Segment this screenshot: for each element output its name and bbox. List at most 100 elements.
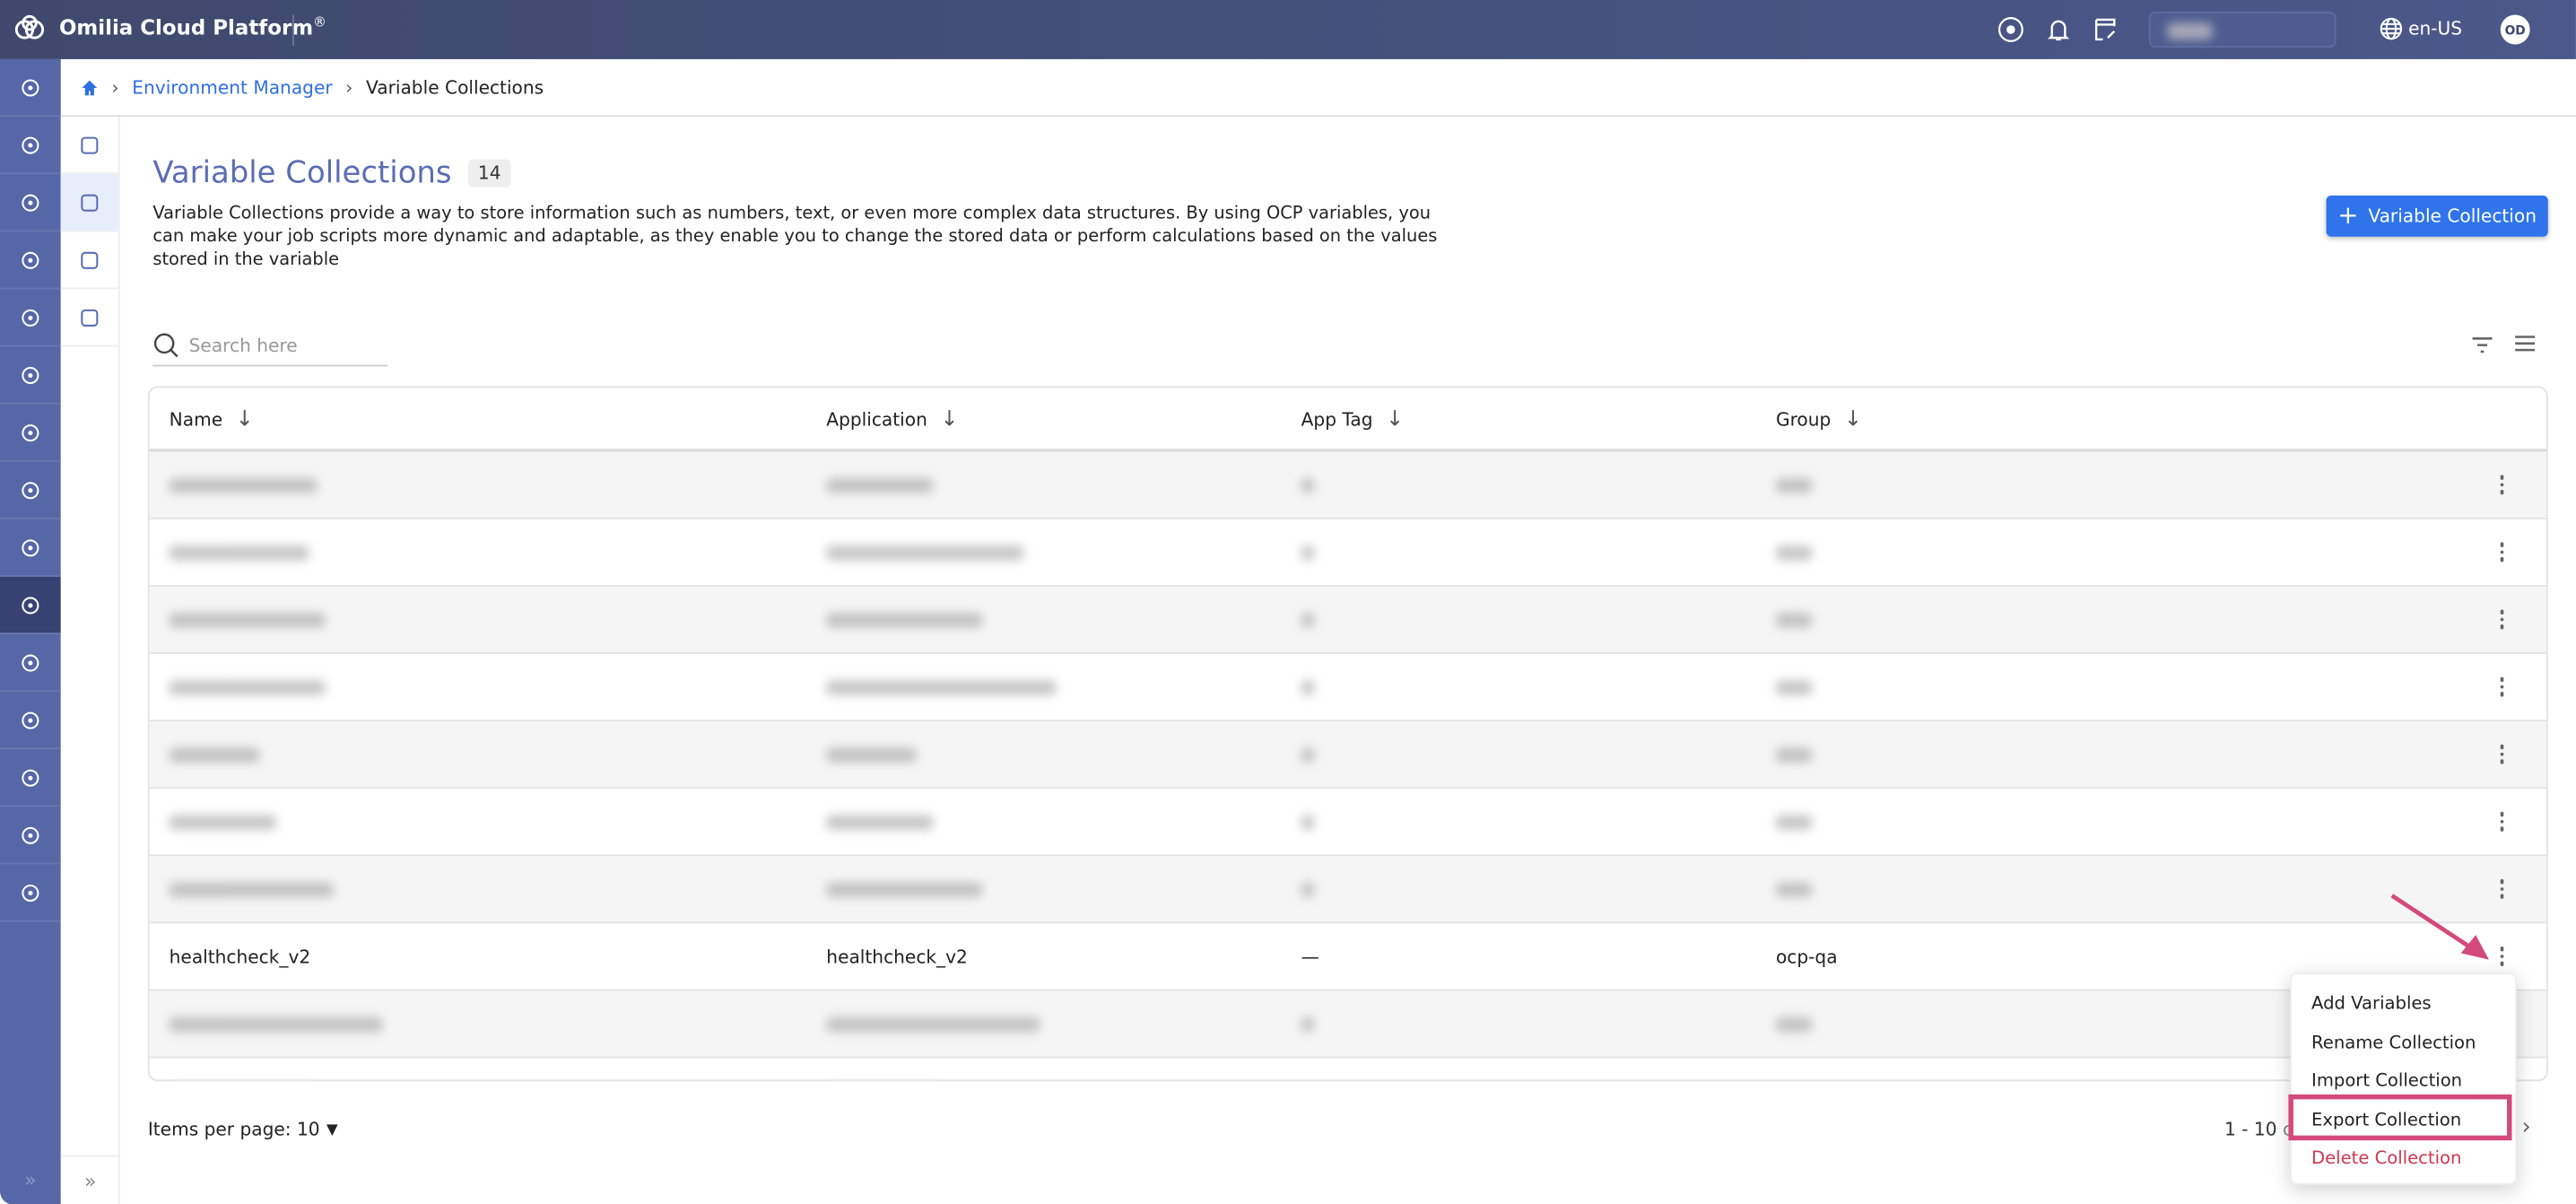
- nav-item-verified[interactable]: [0, 692, 61, 750]
- environment-selector[interactable]: [2148, 11, 2337, 48]
- collections-table: Name ↓ Application ↓ App Tag ↓ Group ↓ healthch…: [147, 386, 2548, 1082]
- table-row[interactable]: [149, 856, 2546, 924]
- plus-icon: +: [2337, 200, 2359, 231]
- sort-arrow-down-icon: ↓: [1843, 407, 1862, 432]
- filter-icon[interactable]: [2469, 330, 2495, 356]
- table-row[interactable]: [149, 451, 2546, 519]
- expand-subnav-button[interactable]: »: [60, 1155, 120, 1204]
- row-actions-kebab-icon[interactable]: [2489, 943, 2515, 969]
- redacted-cell: [1301, 680, 1315, 695]
- language-selector[interactable]: en-US: [2379, 16, 2462, 40]
- insights-icon: [22, 481, 39, 499]
- breadcrumb: › Environment Manager › Variable Collect…: [60, 59, 2576, 118]
- nav-item-ai[interactable]: [0, 519, 61, 577]
- home-icon: [22, 78, 39, 96]
- redacted-cell: [169, 613, 326, 628]
- add-button-label: Variable Collection: [2368, 205, 2537, 227]
- deploy-icon: [81, 308, 99, 327]
- nav-item-insights[interactable]: [0, 462, 61, 519]
- table-row[interactable]: [149, 586, 2546, 654]
- column-header-app-tag[interactable]: App Tag ↓: [1301, 407, 1405, 432]
- count-badge: 14: [467, 159, 511, 188]
- nav-item-voice[interactable]: [0, 289, 61, 347]
- nav-item-users-settings[interactable]: [0, 634, 61, 693]
- language-label: en-US: [2408, 18, 2463, 39]
- row-actions-kebab-icon[interactable]: [2489, 539, 2515, 565]
- table-row[interactable]: healthcheck_v2 healthcheck_v2 — ocp-qa: [149, 923, 2546, 991]
- verified-icon: [22, 711, 39, 729]
- analytics-icon: [22, 250, 39, 268]
- breadcrumb-environment-manager[interactable]: Environment Manager: [132, 76, 333, 98]
- column-label: App Tag: [1301, 409, 1373, 431]
- menu-item-export-collection[interactable]: Export Collection: [2311, 1109, 2462, 1131]
- table-icon: [81, 250, 99, 268]
- redacted-cell: [169, 747, 260, 763]
- avatar[interactable]: OD: [2500, 14, 2530, 45]
- redacted-cell: [1301, 613, 1315, 628]
- nav-item-layers[interactable]: [0, 117, 61, 175]
- menu-item-import-collection[interactable]: Import Collection: [2311, 1069, 2463, 1092]
- row-actions-kebab-icon[interactable]: [2489, 808, 2515, 834]
- search-field[interactable]: [152, 326, 388, 367]
- row-actions-kebab-icon[interactable]: [2489, 741, 2515, 767]
- nav-item-network[interactable]: [0, 405, 61, 462]
- redacted-cell: [826, 815, 934, 830]
- table-row[interactable]: [149, 721, 2546, 790]
- subnav-item-variables[interactable]: [60, 174, 118, 232]
- cell-application: healthcheck_v2: [826, 947, 968, 968]
- nav-item-agent[interactable]: [0, 346, 61, 405]
- redacted-cell: [1301, 815, 1315, 830]
- columns-menu-icon[interactable]: [2512, 330, 2538, 356]
- redacted-cell: [826, 680, 1057, 695]
- items-per-page-selector[interactable]: Items per page: 10 ▼: [148, 1119, 338, 1140]
- home-icon[interactable]: [81, 78, 99, 96]
- nav-item-integration[interactable]: [0, 749, 61, 807]
- column-header-name[interactable]: Name ↓: [170, 407, 254, 432]
- table-row[interactable]: [149, 789, 2546, 857]
- subnav-item-table[interactable]: [60, 231, 118, 290]
- row-actions-kebab-icon[interactable]: [2489, 472, 2515, 498]
- menu-item-delete-collection[interactable]: Delete Collection: [2311, 1147, 2462, 1169]
- redacted-cell: [169, 680, 326, 695]
- theme-icon[interactable]: [1997, 16, 2023, 42]
- column-header-group[interactable]: Group ↓: [1776, 407, 1862, 432]
- redacted-cell: [826, 747, 918, 763]
- nav-item-analytics[interactable]: [0, 231, 61, 290]
- table-row[interactable]: [150, 1059, 2546, 1080]
- redacted-cell: [1301, 882, 1315, 898]
- redacted-cell: [1301, 1016, 1315, 1033]
- table-row[interactable]: [149, 990, 2546, 1059]
- nav-item-phone[interactable]: [0, 174, 61, 232]
- top-bar: Omilia Cloud Platform® en-US OD: [0, 0, 2576, 59]
- page-description: Variable Collections provide a way to st…: [152, 204, 1438, 270]
- row-actions-kebab-icon[interactable]: [2489, 674, 2515, 700]
- menu-item-rename-collection[interactable]: Rename Collection: [2311, 1032, 2476, 1054]
- redacted-cell: [1775, 815, 1813, 830]
- chevron-right-icon: ›: [111, 76, 119, 98]
- bell-icon[interactable]: [2045, 16, 2071, 42]
- menu-item-add-variables[interactable]: Add Variables: [2311, 992, 2432, 1015]
- subnav-item-database[interactable]: [60, 117, 118, 175]
- sort-arrow-down-icon: ↓: [1386, 407, 1405, 432]
- support-icon: [22, 884, 39, 902]
- add-variable-collection-button[interactable]: + Variable Collection: [2326, 195, 2548, 237]
- release-notes-icon[interactable]: [2093, 16, 2119, 42]
- next-page-button[interactable]: ›: [2521, 1113, 2531, 1141]
- layers-icon: [22, 135, 39, 153]
- page-title-text: Variable Collections: [152, 156, 452, 191]
- column-header-application[interactable]: Application ↓: [826, 407, 958, 432]
- nav-item-environment-cloud[interactable]: [0, 576, 61, 634]
- redacted-cell: [169, 815, 276, 830]
- nav-item-support[interactable]: [0, 864, 61, 922]
- nav-item-legal-scale[interactable]: [0, 807, 61, 865]
- row-actions-kebab-icon[interactable]: [2489, 876, 2515, 902]
- search-input[interactable]: [188, 334, 370, 356]
- expand-nav-button[interactable]: »: [24, 1168, 37, 1191]
- logo[interactable]: Omilia Cloud Platform®: [13, 14, 326, 40]
- row-actions-kebab-icon[interactable]: [2489, 606, 2515, 633]
- subnav-item-deploy[interactable]: [60, 289, 118, 347]
- table-row[interactable]: [149, 654, 2546, 722]
- table-row[interactable]: [149, 519, 2546, 587]
- nav-item-home[interactable]: [0, 59, 61, 118]
- redacted-cell: [1775, 747, 1813, 763]
